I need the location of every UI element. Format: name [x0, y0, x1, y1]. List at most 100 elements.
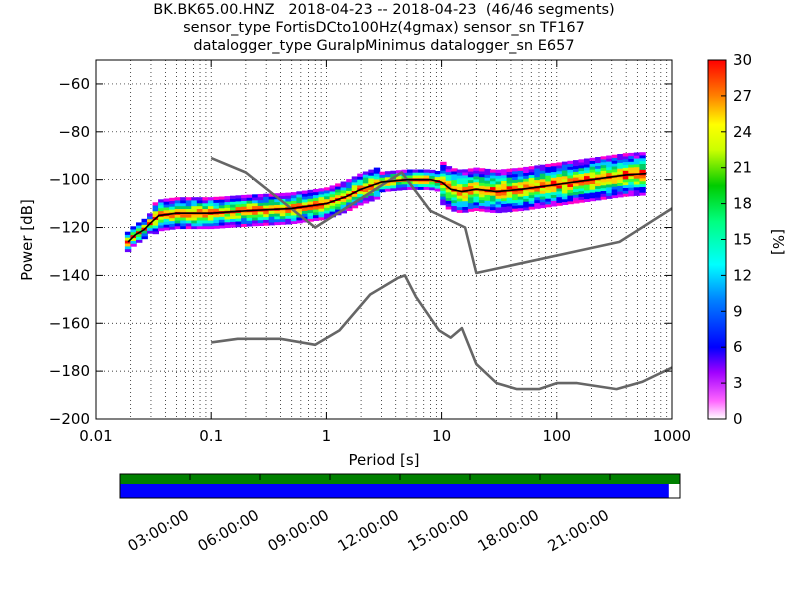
- density-cell: [274, 193, 281, 197]
- density-cell: [147, 216, 154, 220]
- density-cell: [584, 198, 591, 202]
- density-cell: [357, 185, 364, 189]
- density-cell: [396, 184, 403, 188]
- density-cell: [141, 230, 148, 234]
- density-cell: [368, 186, 375, 190]
- density-cell: [633, 175, 641, 179]
- density-cell: [467, 191, 475, 195]
- density-cell: [368, 178, 375, 182]
- density-cell: [218, 222, 226, 226]
- density-cell: [606, 184, 613, 188]
- density-cell: [268, 193, 276, 197]
- density-cell: [396, 181, 403, 185]
- density-cell: [628, 181, 635, 185]
- density-cell: [285, 212, 292, 216]
- density-cell: [495, 184, 502, 188]
- density-cell: [368, 175, 375, 179]
- density-cell: [230, 212, 237, 217]
- density-cell: [252, 217, 259, 221]
- density-cell: [285, 218, 292, 222]
- density-cell: [478, 168, 486, 172]
- density-cell: [340, 187, 347, 191]
- density-cell: [578, 170, 585, 174]
- density-cell: [534, 176, 541, 181]
- density-cell: [340, 204, 347, 208]
- density-cell: [611, 180, 619, 184]
- density-cell: [191, 203, 198, 207]
- title-line-1: BK.BK65.00.HNZ 2018-04-23 -- 2018-04-23 …: [153, 2, 615, 18]
- density-cell: [490, 181, 497, 185]
- density-cell: [484, 168, 491, 173]
- density-cell: [207, 220, 215, 224]
- density-cell: [628, 178, 635, 182]
- density-cell: [490, 204, 497, 208]
- density-cell: [495, 204, 502, 208]
- density-cell: [202, 205, 209, 209]
- density-cell: [600, 182, 607, 186]
- density-cell: [174, 223, 182, 227]
- density-cell: [573, 168, 580, 172]
- density-cell: [567, 178, 574, 182]
- density-cell: [600, 185, 607, 189]
- density-cell: [180, 197, 187, 201]
- density-cell: [147, 224, 154, 228]
- density-cell: [274, 216, 281, 220]
- density-cell: [462, 180, 469, 184]
- density-cell: [301, 213, 309, 217]
- density-cell: [412, 169, 419, 173]
- density-cell: [528, 180, 536, 184]
- density-cell: [158, 207, 165, 212]
- density-cell: [362, 200, 370, 204]
- density-cell: [456, 181, 464, 185]
- density-cell: [606, 192, 613, 196]
- density-cell: [506, 206, 513, 210]
- density-cell: [235, 221, 242, 225]
- y-tick-label: −60: [58, 75, 90, 93]
- density-cell: [296, 191, 303, 195]
- density-cell: [445, 197, 453, 201]
- density-cell: [136, 236, 143, 240]
- density-cell: [473, 176, 480, 180]
- density-cell: [456, 198, 464, 202]
- density-cell: [478, 174, 486, 178]
- density-cell: [401, 169, 408, 173]
- density-cell: [512, 168, 519, 172]
- density-cell: [595, 165, 602, 169]
- density-cell: [224, 196, 231, 200]
- density-cell: [180, 223, 187, 227]
- density-cell: [512, 196, 519, 201]
- density-cell: [274, 221, 281, 226]
- density-cell: [456, 204, 464, 208]
- density-cell: [567, 183, 574, 187]
- density-cell: [368, 169, 375, 173]
- density-cell: [633, 187, 641, 191]
- density-cell: [639, 192, 646, 196]
- density-cell: [445, 180, 453, 184]
- density-cell: [329, 208, 336, 212]
- density-cell: [490, 209, 497, 213]
- density-cell: [561, 193, 569, 197]
- density-cell: [384, 174, 392, 178]
- density-cell: [130, 243, 137, 247]
- density-cell: [285, 221, 292, 225]
- density-cell: [556, 196, 563, 200]
- density-cell: [313, 200, 320, 204]
- density-cell: [423, 169, 430, 173]
- density-cell: [451, 194, 458, 198]
- density-cell: [539, 164, 547, 168]
- density-cell: [534, 179, 541, 183]
- density-cell: [495, 198, 502, 202]
- density-cell: [307, 198, 314, 202]
- density-cell: [429, 187, 436, 191]
- availability-bar: 03:00:00 06:00:00 09:00:00 12:00:00 15:00:00…: [119, 473, 681, 555]
- density-cell: [329, 205, 336, 209]
- density-cell: [290, 215, 298, 219]
- density-cell: [252, 220, 259, 224]
- density-cell: [241, 217, 248, 222]
- density-cell: [561, 184, 569, 188]
- density-cell: [390, 185, 397, 189]
- density-cell: [185, 208, 193, 212]
- density-cell: [362, 174, 370, 178]
- density-cell: [246, 211, 253, 215]
- density-cell: [584, 193, 591, 197]
